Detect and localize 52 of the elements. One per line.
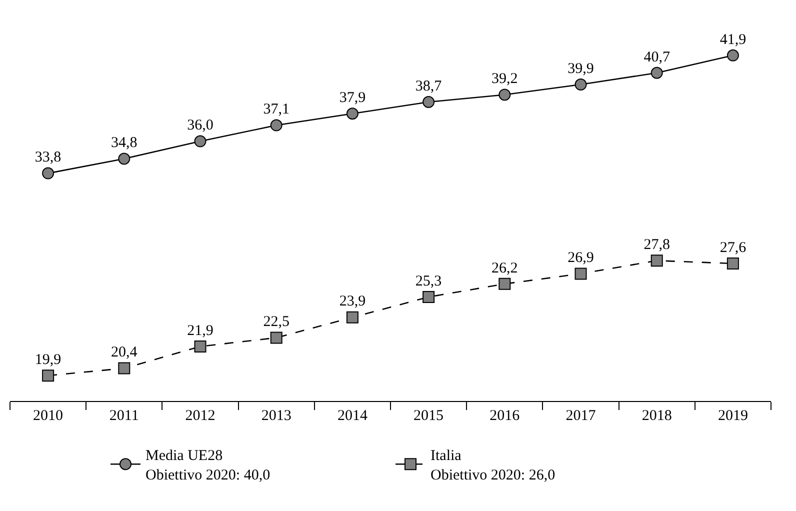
point xyxy=(726,258,739,270)
data-label: 34,8 xyxy=(111,135,138,152)
point xyxy=(270,332,282,344)
x-tick-label: 2016 xyxy=(490,408,520,424)
data-label: 27,6 xyxy=(720,240,747,256)
x-tick-label: 2019 xyxy=(718,408,748,424)
point xyxy=(574,268,587,280)
x-tick-label: 2013 xyxy=(261,408,292,424)
point xyxy=(42,370,54,382)
point xyxy=(726,49,739,62)
data-label: 22,5 xyxy=(263,314,290,330)
point xyxy=(422,290,435,303)
data-label: 26,2 xyxy=(492,260,518,276)
x-tick-label: 2012 xyxy=(185,408,216,424)
point xyxy=(194,340,206,352)
data-label: 40,7 xyxy=(644,49,670,66)
x-tick-label: 2015 xyxy=(414,408,444,424)
point xyxy=(422,96,435,108)
data-label: 23,9 xyxy=(339,294,366,310)
x-tick-label: 2011 xyxy=(109,408,139,424)
data-label: 19,9 xyxy=(34,352,62,368)
data-label: 21,9 xyxy=(187,322,214,339)
point xyxy=(270,119,282,132)
point xyxy=(118,362,130,374)
data-label: 36,0 xyxy=(187,118,214,134)
point xyxy=(650,66,663,79)
point xyxy=(42,167,54,180)
legend-label: Italia Obiettivo 2020: 26,0 xyxy=(430,448,556,484)
data-label: 37,9 xyxy=(339,90,366,106)
data-label: 39,9 xyxy=(568,60,594,77)
legend-label: Media UE28 Obiettivo 2020: 40,0 xyxy=(146,448,270,484)
point xyxy=(498,278,511,290)
x-tick-label: 2010 xyxy=(33,408,64,424)
point xyxy=(498,88,511,101)
x-tick-label: 2014 xyxy=(337,408,368,424)
point xyxy=(574,78,587,91)
point xyxy=(346,311,358,324)
data-label: 33,8 xyxy=(34,150,62,166)
x-tick-label: 2017 xyxy=(566,408,596,424)
data-label: 26,9 xyxy=(568,250,594,266)
data-label: 38,7 xyxy=(415,78,442,94)
data-label: 41,9 xyxy=(720,32,746,48)
x-tick-label: 2018 xyxy=(642,408,672,424)
data-label: 25,3 xyxy=(415,273,442,290)
point xyxy=(346,108,358,120)
point xyxy=(118,152,130,165)
data-label: 20,4 xyxy=(111,344,138,361)
point xyxy=(194,135,206,148)
data-label: 39,2 xyxy=(492,71,518,88)
data-label: 27,8 xyxy=(644,236,670,253)
point xyxy=(650,254,663,267)
data-label: 37,1 xyxy=(263,102,290,118)
